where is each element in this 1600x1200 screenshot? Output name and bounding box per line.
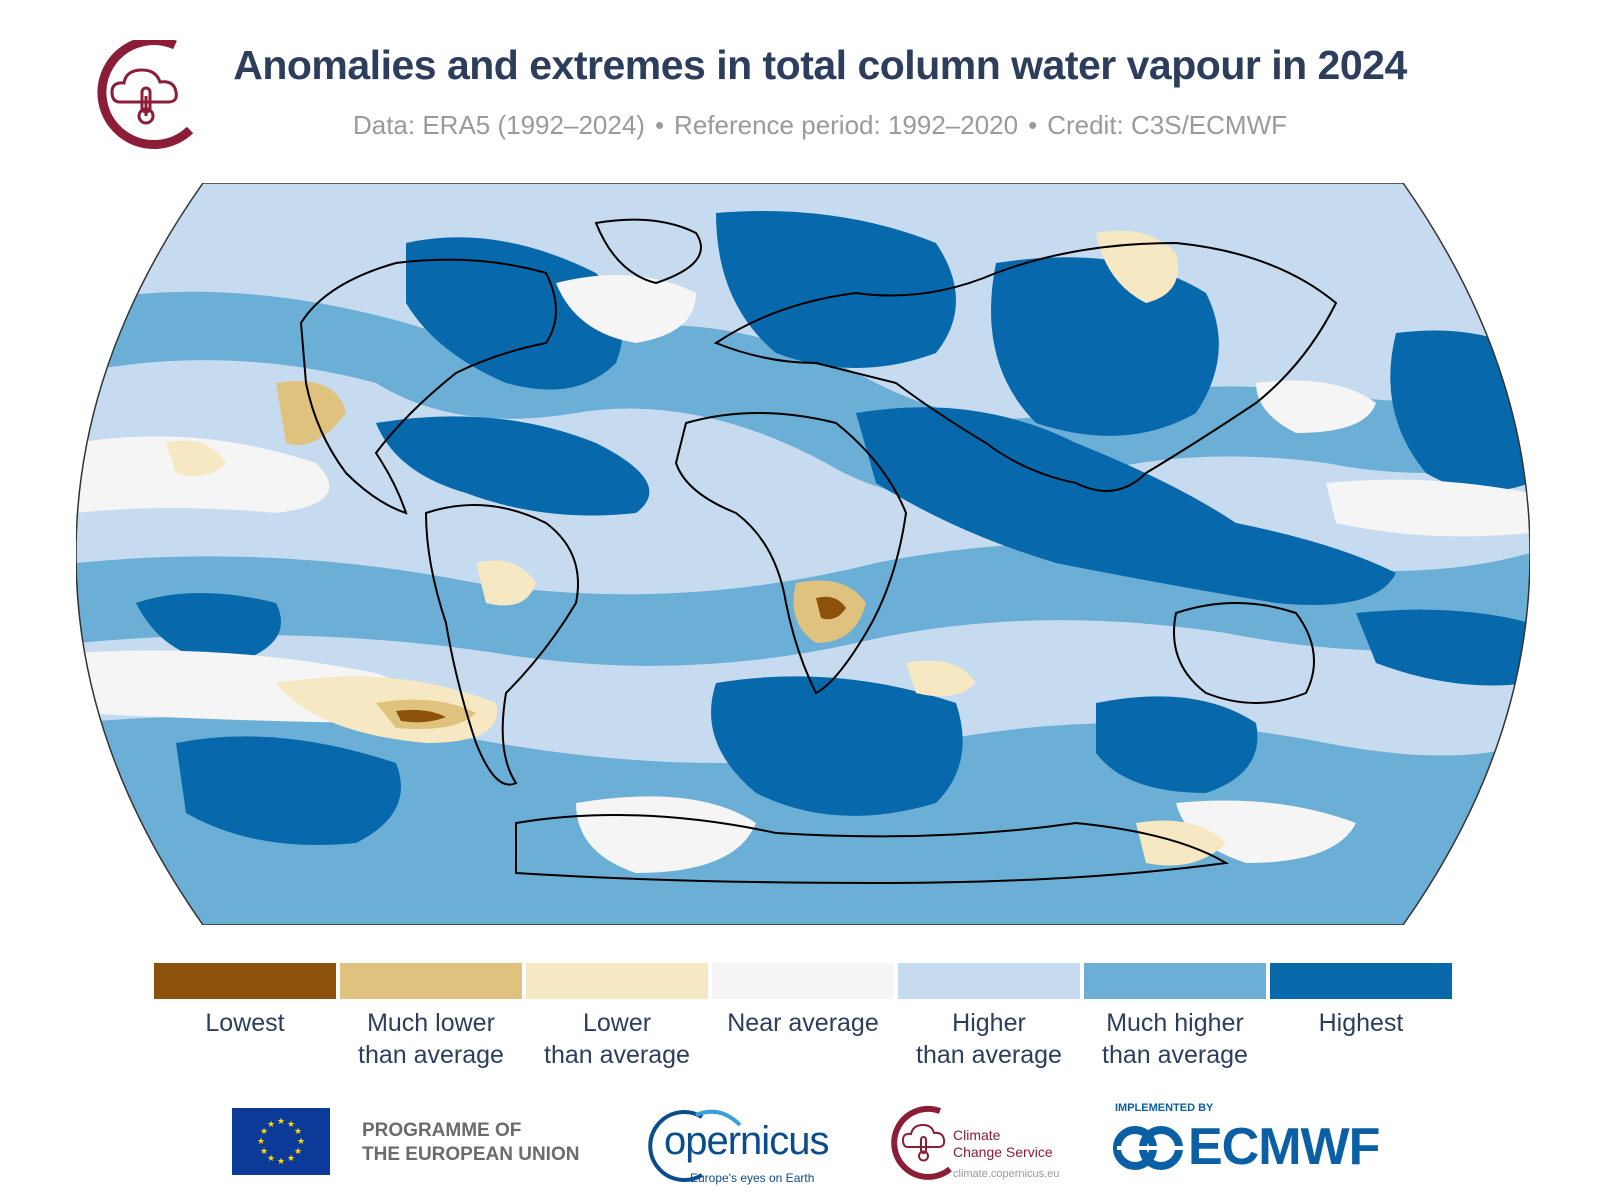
legend-label-line: Highest [1318,1009,1404,1037]
footer-logos: ★ ★ ★ ★ ★ ★ ★ ★ ★ ★ ★ ★ PROGRAMME OF THE EUROPEA… [0,1102,1600,1200]
legend-swatch [340,963,522,999]
legend-label-line: Near average [727,1009,879,1037]
world-anomaly-map [76,183,1530,925]
svg-text:★: ★ [294,1147,302,1157]
legend-item-higher: Higher than average [898,963,1080,1071]
ecmwf-implemented-by: IMPLEMENTED BY [1115,1102,1214,1114]
legend-item-near-average: Near average [712,963,894,1039]
eu-text-line: PROGRAMME OF [362,1120,522,1141]
svg-text:★: ★ [287,1154,295,1164]
svg-text:★: ★ [257,1137,265,1147]
eu-flag-icon: ★ ★ ★ ★ ★ ★ ★ ★ ★ ★ ★ ★ [232,1108,330,1175]
svg-text:★: ★ [260,1147,268,1157]
copernicus-tagline: Europe's eyes on Earth [690,1171,815,1185]
page-subtitle: Data: ERA5 (1992–2024) • Reference period:… [200,110,1440,141]
eu-programme-text: PROGRAMME OF THE EUROPEAN UNION [362,1119,579,1167]
svg-text:★: ★ [277,1157,285,1167]
svg-text:★: ★ [287,1120,295,1130]
legend-swatch [1084,963,1266,999]
legend-item-lowest: Lowest [154,963,336,1039]
subtitle-separator: • [1028,110,1038,140]
subtitle-credit: Credit: C3S/ECMWF [1047,110,1288,140]
eu-stars-icon: ★ ★★ ★★★ ★★★ ★★★ [257,1117,305,1167]
legend-swatch [712,963,894,999]
legend-label: Lowest [154,1007,336,1039]
legend-item-much-lower: Much lower than average [340,963,522,1071]
ecmwf-logo-icon [1113,1126,1183,1170]
legend-label-line: Higher [952,1009,1026,1037]
subtitle-reference-period: Reference period: 1992–2020 [674,110,1019,140]
legend-label-line: Much lower [367,1009,495,1037]
legend-label: Near average [712,1007,894,1039]
ecmwf-wordmark: ECMWF [1188,1118,1380,1176]
legend-swatch [154,963,336,999]
svg-text:★: ★ [294,1127,302,1137]
svg-text:★: ★ [260,1127,268,1137]
svg-text:★: ★ [297,1137,305,1147]
legend-label: Highest [1270,1007,1452,1039]
svg-text:★: ★ [267,1120,275,1130]
legend-label: Much lower than average [340,1007,522,1071]
map-border [76,183,1530,925]
legend-label: Lower than average [526,1007,708,1071]
legend-label-line: than average [916,1041,1062,1069]
copernicus-wordmark: opernicus [664,1119,829,1163]
legend-item-lower: Lower than average [526,963,708,1071]
legend-label-line: than average [1102,1041,1248,1069]
c3s-name-line: Climate [953,1127,1001,1143]
legend-item-much-higher: Much higher than average [1084,963,1266,1071]
legend-label: Higher than average [898,1007,1080,1071]
legend: Lowest Much lower than average Lower tha… [154,963,1456,1103]
anomaly-field [76,183,1530,925]
legend-label-line: Much higher [1106,1009,1244,1037]
legend-swatch [1270,963,1452,999]
legend-swatch [898,963,1080,999]
copernicus-logo-icon [648,1109,742,1182]
c3s-url: climate.copernicus.eu [953,1168,1060,1180]
legend-label-line: than average [358,1041,504,1069]
legend-label-line: Lowest [205,1009,285,1037]
page-title: Anomalies and extremes in total column w… [233,42,1407,88]
legend-item-highest: Highest [1270,963,1452,1039]
coastlines [299,218,1338,885]
svg-text:★: ★ [267,1154,275,1164]
c3s-logo-icon [97,40,194,150]
legend-swatch [526,963,708,999]
c3s-footer-logo-icon [891,1105,952,1180]
c3s-name-line: Change Service [953,1144,1053,1160]
subtitle-data-source: Data: ERA5 (1992–2024) [352,110,645,140]
legend-label-line: than average [544,1041,690,1069]
eu-text-line: THE EUROPEAN UNION [362,1144,580,1165]
legend-label-line: Lower [582,1009,652,1037]
c3s-name: Climate Change Service [953,1127,1053,1161]
legend-label: Much higher than average [1084,1007,1266,1071]
subtitle-separator: • [654,110,665,140]
svg-text:★: ★ [277,1117,285,1127]
